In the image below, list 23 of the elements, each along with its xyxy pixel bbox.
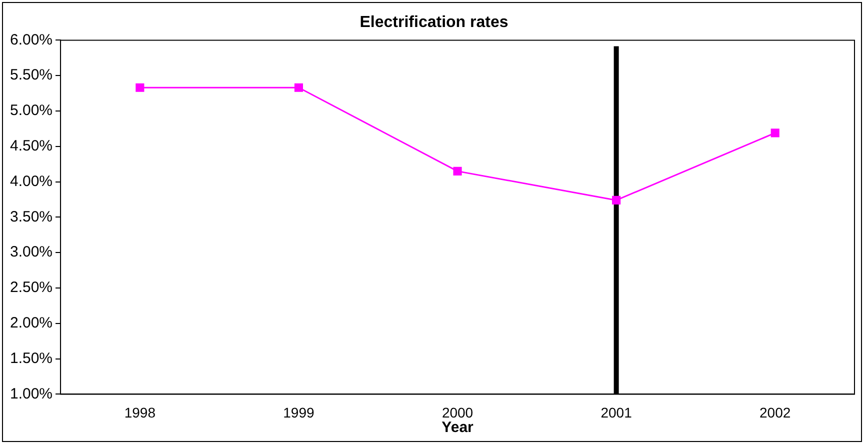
x-tick-label: 2000: [442, 404, 474, 420]
y-tick-label: 1.50%: [10, 350, 53, 367]
y-tick-label: 1.00%: [10, 385, 53, 402]
x-tick-label: 2001: [600, 404, 632, 420]
x-tick-label: 1999: [283, 404, 315, 420]
y-tick-label: 4.00%: [10, 172, 53, 190]
y-tick-label: 5.00%: [10, 102, 53, 120]
y-tick-label: 5.50%: [10, 66, 53, 84]
chart-title: Electrification rates: [360, 14, 508, 32]
point: [612, 196, 621, 204]
y-tick-label: 2.00%: [10, 314, 53, 332]
point: [770, 128, 780, 138]
y-tick-label: 3.50%: [10, 208, 53, 226]
y-tick-label: 2.50%: [10, 279, 53, 296]
y-tick-label: 4.50%: [10, 138, 53, 155]
point: [136, 83, 144, 92]
point: [294, 83, 304, 92]
point: [453, 166, 462, 176]
x-tick-label: 2002: [760, 404, 791, 420]
y-tick-label: 6.00%: [10, 31, 53, 48]
y-tick-label: 3.00%: [10, 244, 53, 261]
x-tick-label: 1998: [124, 404, 156, 420]
x-axis-title: Year: [442, 419, 474, 436]
